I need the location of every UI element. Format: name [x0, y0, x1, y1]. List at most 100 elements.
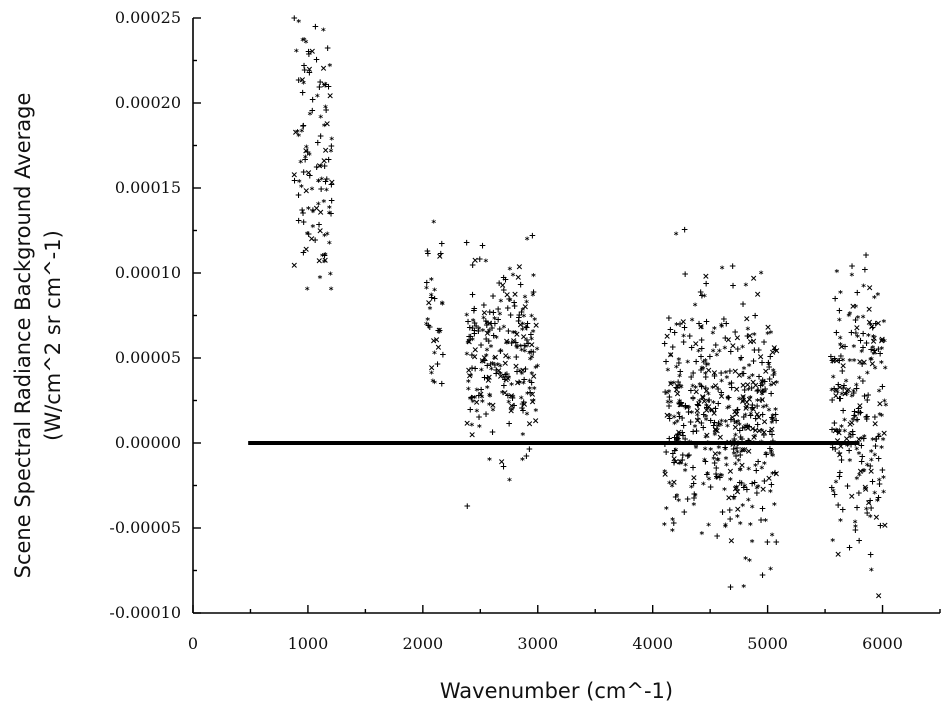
- data-point: *: [430, 378, 435, 388]
- data-point: +: [500, 274, 508, 284]
- data-point: *: [763, 517, 768, 527]
- data-point: ×: [328, 178, 336, 188]
- data-point: *: [328, 63, 333, 73]
- data-point: +: [309, 106, 317, 116]
- data-point: *: [667, 389, 672, 399]
- data-point: +: [872, 435, 880, 445]
- data-point: *: [322, 123, 327, 133]
- data-point: +: [831, 355, 839, 365]
- data-point: ×: [838, 342, 846, 352]
- data-point: +: [508, 339, 516, 349]
- data-point: *: [487, 402, 492, 412]
- data-point: *: [722, 487, 727, 497]
- data-point: +: [734, 345, 742, 355]
- x-axis-title: Wavenumber (cm^-1): [440, 679, 673, 703]
- data-point: +: [713, 472, 721, 482]
- data-point: +: [305, 230, 313, 240]
- data-point: *: [301, 80, 306, 90]
- data-point: *: [747, 558, 752, 568]
- data-point: +: [434, 360, 442, 370]
- data-point: +: [857, 336, 865, 346]
- data-point: ×: [663, 332, 671, 342]
- data-point: *: [302, 36, 307, 46]
- data-point: *: [429, 370, 434, 380]
- data-point: +: [864, 396, 872, 406]
- data-point: +: [482, 317, 490, 327]
- data-point: *: [854, 476, 859, 486]
- data-point: +: [676, 400, 684, 410]
- data-point: ×: [829, 357, 837, 367]
- data-point: +: [518, 404, 526, 414]
- data-point: ×: [752, 426, 760, 436]
- data-point: +: [666, 434, 674, 444]
- data-point: +: [712, 470, 720, 480]
- data-point: ×: [484, 329, 492, 339]
- data-point: +: [757, 382, 765, 392]
- data-point: +: [471, 319, 479, 329]
- data-point: *: [487, 392, 492, 402]
- data-point: +: [839, 384, 847, 394]
- data-point: ×: [739, 397, 747, 407]
- data-point: +: [839, 367, 847, 377]
- data-point: *: [748, 522, 753, 532]
- data-point: *: [769, 448, 774, 458]
- data-point: *: [735, 514, 740, 524]
- data-point: +: [486, 308, 494, 318]
- data-point: ×: [867, 467, 875, 477]
- data-point: +: [484, 362, 492, 372]
- data-point: +: [305, 48, 313, 58]
- data-point: +: [661, 340, 669, 350]
- data-point: +: [767, 390, 775, 400]
- data-point: +: [301, 156, 309, 166]
- y-axis-title-line2: (W/cm^2 sr cm^-1): [41, 230, 65, 441]
- data-point: +: [697, 288, 705, 298]
- data-point: ×: [302, 146, 310, 156]
- data-point: +: [325, 83, 333, 93]
- data-point: +: [676, 381, 684, 391]
- data-point: *: [701, 359, 706, 369]
- data-point: ×: [732, 367, 740, 377]
- data-point: *: [861, 283, 866, 293]
- data-point: *: [520, 431, 525, 441]
- data-point: ×: [881, 521, 889, 531]
- data-point: +: [827, 352, 835, 362]
- data-point: *: [738, 357, 743, 367]
- data-point: ×: [742, 404, 750, 414]
- data-point: +: [524, 339, 532, 349]
- data-point: *: [759, 270, 764, 280]
- data-point: *: [768, 382, 773, 392]
- data-point: +: [504, 392, 512, 402]
- data-point: ×: [667, 380, 675, 390]
- data-point: *: [685, 359, 690, 369]
- data-point: *: [310, 186, 315, 196]
- data-point: *: [519, 395, 524, 405]
- data-point: +: [698, 383, 706, 393]
- data-point: *: [502, 324, 507, 334]
- data-point: +: [858, 442, 866, 452]
- data-point: ×: [508, 402, 516, 412]
- data-point: +: [859, 343, 867, 353]
- data-point: +: [831, 419, 839, 429]
- data-point: +: [690, 480, 698, 490]
- data-point: +: [702, 384, 710, 394]
- data-point: *: [868, 513, 873, 523]
- data-point: ×: [430, 336, 438, 346]
- data-point: +: [471, 330, 479, 340]
- data-point: *: [304, 39, 309, 49]
- data-point: *: [868, 322, 873, 332]
- data-point: *: [749, 406, 754, 416]
- data-point: +: [324, 44, 332, 54]
- data-point: *: [743, 423, 748, 433]
- data-point: ×: [302, 245, 310, 255]
- data-point: *: [845, 442, 850, 452]
- data-point: +: [857, 409, 865, 419]
- data-point: *: [760, 382, 765, 392]
- data-point: +: [720, 315, 728, 325]
- data-point: ×: [708, 406, 716, 416]
- data-point: ×: [733, 410, 741, 420]
- data-point: ×: [705, 366, 713, 376]
- data-point: +: [322, 178, 330, 188]
- data-point: *: [869, 449, 874, 459]
- data-point: *: [693, 302, 698, 312]
- data-point: ×: [843, 386, 851, 396]
